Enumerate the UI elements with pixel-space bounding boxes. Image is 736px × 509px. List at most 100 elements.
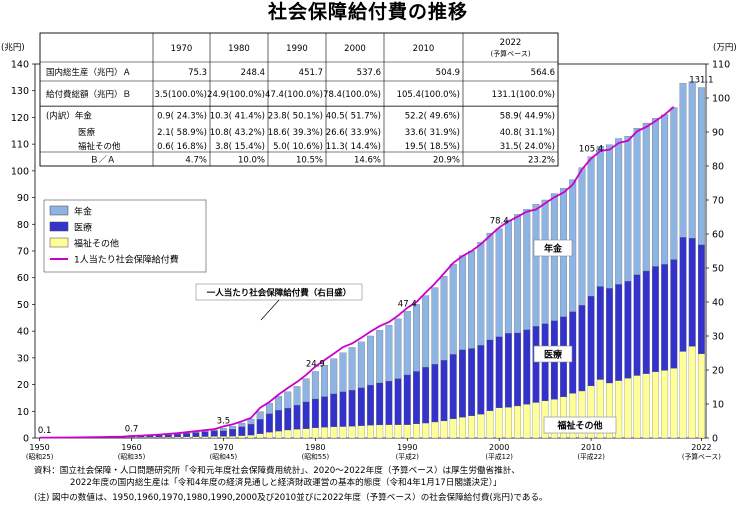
annotation-leader-line	[260, 299, 280, 321]
medical-bar	[413, 371, 420, 424]
x-tick-label: 1990	[397, 443, 417, 452]
medical-bar	[615, 284, 623, 381]
table-cell: 40.5( 51.7%)	[326, 112, 381, 122]
medical-bar	[339, 391, 347, 427]
y-left-tick-label: 140	[11, 60, 29, 71]
medical-bar	[183, 433, 191, 437]
welfare-bar	[486, 410, 494, 439]
y-right-tick-label: 100	[712, 94, 730, 105]
source-note-1: 資料：国立社会保障・人口問題研究所「令和元年度社会保障費用統計」、2020～20…	[34, 466, 520, 476]
table-cell: 33.6( 31.9%)	[405, 128, 460, 138]
y-right-tick-label: 20	[712, 366, 724, 377]
table-cell: 4.7%	[185, 156, 207, 166]
medical-bar	[422, 367, 430, 424]
table-cell: 10.3( 41.4%)	[210, 112, 265, 122]
medical-bar	[523, 329, 531, 405]
medical-bar	[679, 237, 687, 352]
y-left-tick-label: 110	[11, 140, 29, 151]
table-row-label: (内訳）年金	[46, 111, 92, 122]
pension-bar	[293, 386, 301, 406]
y-left-tick-label: 50	[17, 300, 29, 311]
welfare-bar	[422, 422, 430, 439]
total-data-label: 131.1	[689, 76, 713, 86]
medical-bar	[578, 305, 586, 392]
welfare-bar	[413, 423, 420, 439]
welfare-bar	[367, 425, 374, 439]
y-left-tick-label: 0	[23, 434, 29, 445]
x-tick-sublabel: (昭和45)	[210, 452, 238, 461]
table-cell: 504.9	[436, 68, 460, 78]
welfare-bar	[311, 427, 319, 439]
medical-bar	[256, 419, 264, 434]
medical-bar	[688, 238, 696, 347]
pension-bar	[624, 136, 632, 282]
table-cell: 451.7	[299, 68, 323, 78]
x-tick-sublabel: (昭和25)	[26, 452, 54, 461]
welfare-bar	[293, 429, 301, 439]
medical-bar	[431, 364, 439, 423]
welfare-bar	[183, 436, 191, 439]
total-data-label: 0.1	[38, 426, 52, 436]
medical-bar	[201, 431, 209, 437]
pension-bar	[477, 242, 485, 346]
medical-bar	[495, 336, 503, 408]
pension-bar	[238, 422, 246, 427]
welfare-bar	[652, 371, 659, 439]
table-cell: 18.6( 39.3%)	[268, 128, 323, 138]
welfare-bar	[440, 420, 448, 439]
table-cell: 20.9%	[433, 156, 460, 166]
table-cell: 3.8( 15.4%)	[215, 142, 265, 152]
pension-bar	[596, 146, 604, 287]
medical-bar	[348, 390, 356, 427]
table-header: 2000	[344, 44, 366, 54]
table-cell: 19.5( 18.5%)	[405, 142, 460, 152]
legend-label: 年金	[74, 206, 92, 218]
pension-bar	[652, 118, 659, 267]
table-cell: 248.4	[241, 68, 265, 78]
welfare-bar	[348, 426, 356, 439]
welfare-bar	[697, 353, 705, 439]
y-right-tick-label: 30	[712, 332, 724, 343]
y-right-tick-label: 90	[712, 128, 724, 139]
pension-bar	[284, 391, 292, 409]
medical-bar	[385, 380, 393, 425]
welfare-bar	[624, 378, 632, 439]
medical-bar	[697, 244, 705, 354]
medical-bar	[449, 354, 457, 419]
pension-bar	[330, 358, 338, 395]
total-data-label: 24.9	[306, 359, 325, 369]
legend-swatch-welfare	[49, 237, 69, 248]
legend-box	[43, 199, 207, 273]
pension-bar	[532, 204, 540, 327]
medical-bar	[661, 264, 669, 371]
pension-bar	[578, 167, 586, 306]
medical-bar	[468, 348, 476, 416]
welfare-bar	[523, 404, 531, 439]
welfare-bar	[504, 407, 512, 439]
annotation-medical: 医療	[544, 349, 562, 361]
pension-bar	[265, 403, 273, 414]
table-cell: 10.8( 43.2%)	[210, 128, 265, 138]
x-tick-label: 2010	[581, 443, 601, 452]
medical-bar	[394, 378, 402, 425]
welfare-bar	[458, 417, 466, 439]
medical-bar	[440, 360, 448, 422]
table-cell: 26.6( 33.9%)	[326, 128, 381, 138]
welfare-bar	[688, 346, 696, 439]
welfare-bar	[661, 370, 669, 439]
pension-bar	[357, 341, 365, 388]
pension-bar	[403, 311, 411, 376]
welfare-bar	[201, 436, 209, 439]
medical-bar	[164, 434, 172, 438]
y-right-tick-label: 10	[712, 400, 724, 411]
per-capita-line	[39, 106, 675, 439]
medical-bar	[376, 382, 384, 426]
medical-bar	[311, 398, 319, 428]
medical-bar	[486, 339, 494, 411]
pension-bar	[302, 378, 310, 403]
x-tick-sublabel: (予算ベース)	[682, 452, 721, 461]
table-cell: 78.4(100.0%)	[323, 90, 381, 100]
welfare-bar	[376, 424, 384, 439]
table-row-label: Ｂ／Ａ	[90, 156, 116, 166]
legend-label: 1人当たり社会保障給付費	[74, 254, 179, 266]
